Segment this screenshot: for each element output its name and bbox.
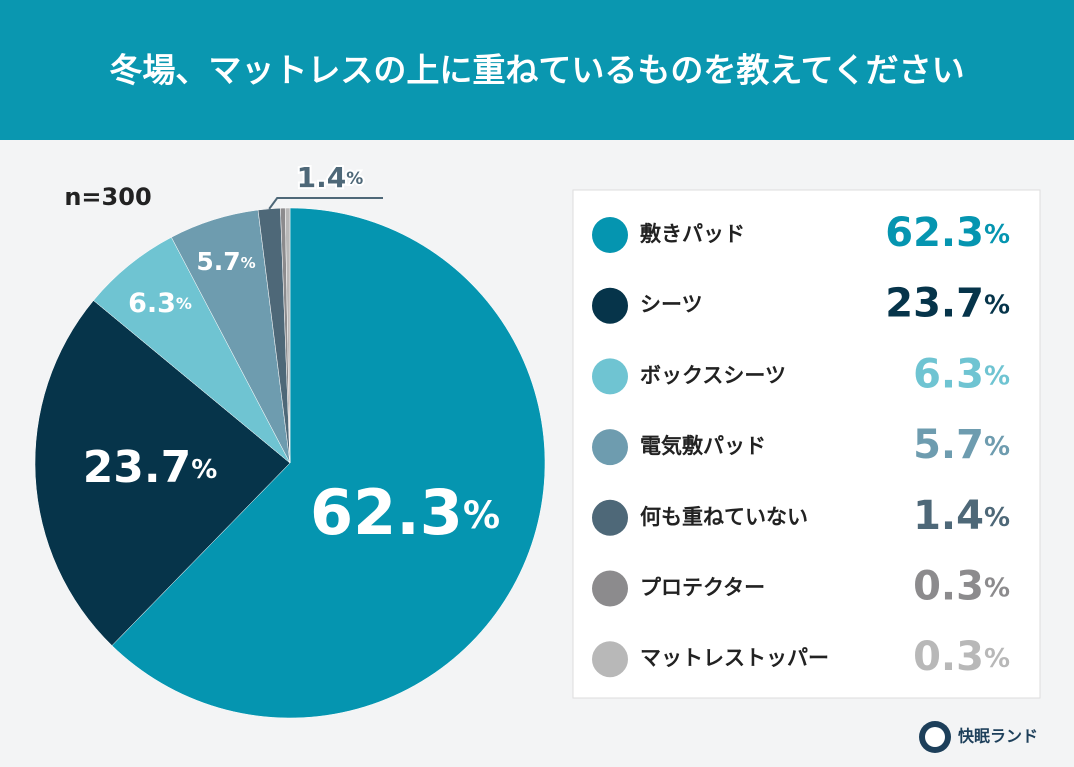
legend-label: 敷きパッド <box>640 222 745 246</box>
legend-swatch <box>592 499 628 536</box>
data-label: 23.7% <box>83 442 218 493</box>
data-label: 5.7% <box>196 247 255 276</box>
legend-swatch <box>592 217 628 253</box>
pie-slice <box>284 207 291 464</box>
data-label: 1.4% <box>297 161 364 194</box>
brand-logo <box>919 721 951 753</box>
legend-box <box>572 189 1041 699</box>
legend-swatch <box>592 641 628 678</box>
legend-label: 電気敷パッド <box>640 434 766 458</box>
leader-line <box>268 197 383 210</box>
header <box>0 0 1074 140</box>
legend-label: シーツ <box>640 293 703 317</box>
chart-title: 冬場、マットレスの上に重ねているものを教えてください <box>109 51 964 90</box>
pie-slice <box>34 300 291 646</box>
legend-value: 62.3% <box>885 210 1010 256</box>
legend-label: マットレストッパー <box>640 646 829 670</box>
legend-value: 23.7% <box>885 281 1010 327</box>
brand: 快眠ランド <box>958 727 1038 746</box>
data-label: 62.3% <box>310 476 500 549</box>
legend-swatch <box>592 358 628 395</box>
legend-value: 1.4% <box>913 493 1010 539</box>
legend-swatch <box>592 287 628 324</box>
legend-label: 何も重ねていない <box>640 505 808 529</box>
data-label: 6.3% <box>128 288 192 319</box>
legend-swatch <box>592 429 628 466</box>
sample-size: n=300 <box>64 183 151 211</box>
legend-value: 0.3% <box>913 634 1010 680</box>
pie-slice <box>111 207 546 719</box>
legend-value: 0.3% <box>913 564 1010 610</box>
legend-swatch <box>592 570 628 607</box>
legend-value: 5.7% <box>913 422 1010 468</box>
legend-label: ボックスシーツ <box>640 363 786 387</box>
legend-label: プロテクター <box>640 576 765 600</box>
legend-value: 6.3% <box>913 351 1010 397</box>
